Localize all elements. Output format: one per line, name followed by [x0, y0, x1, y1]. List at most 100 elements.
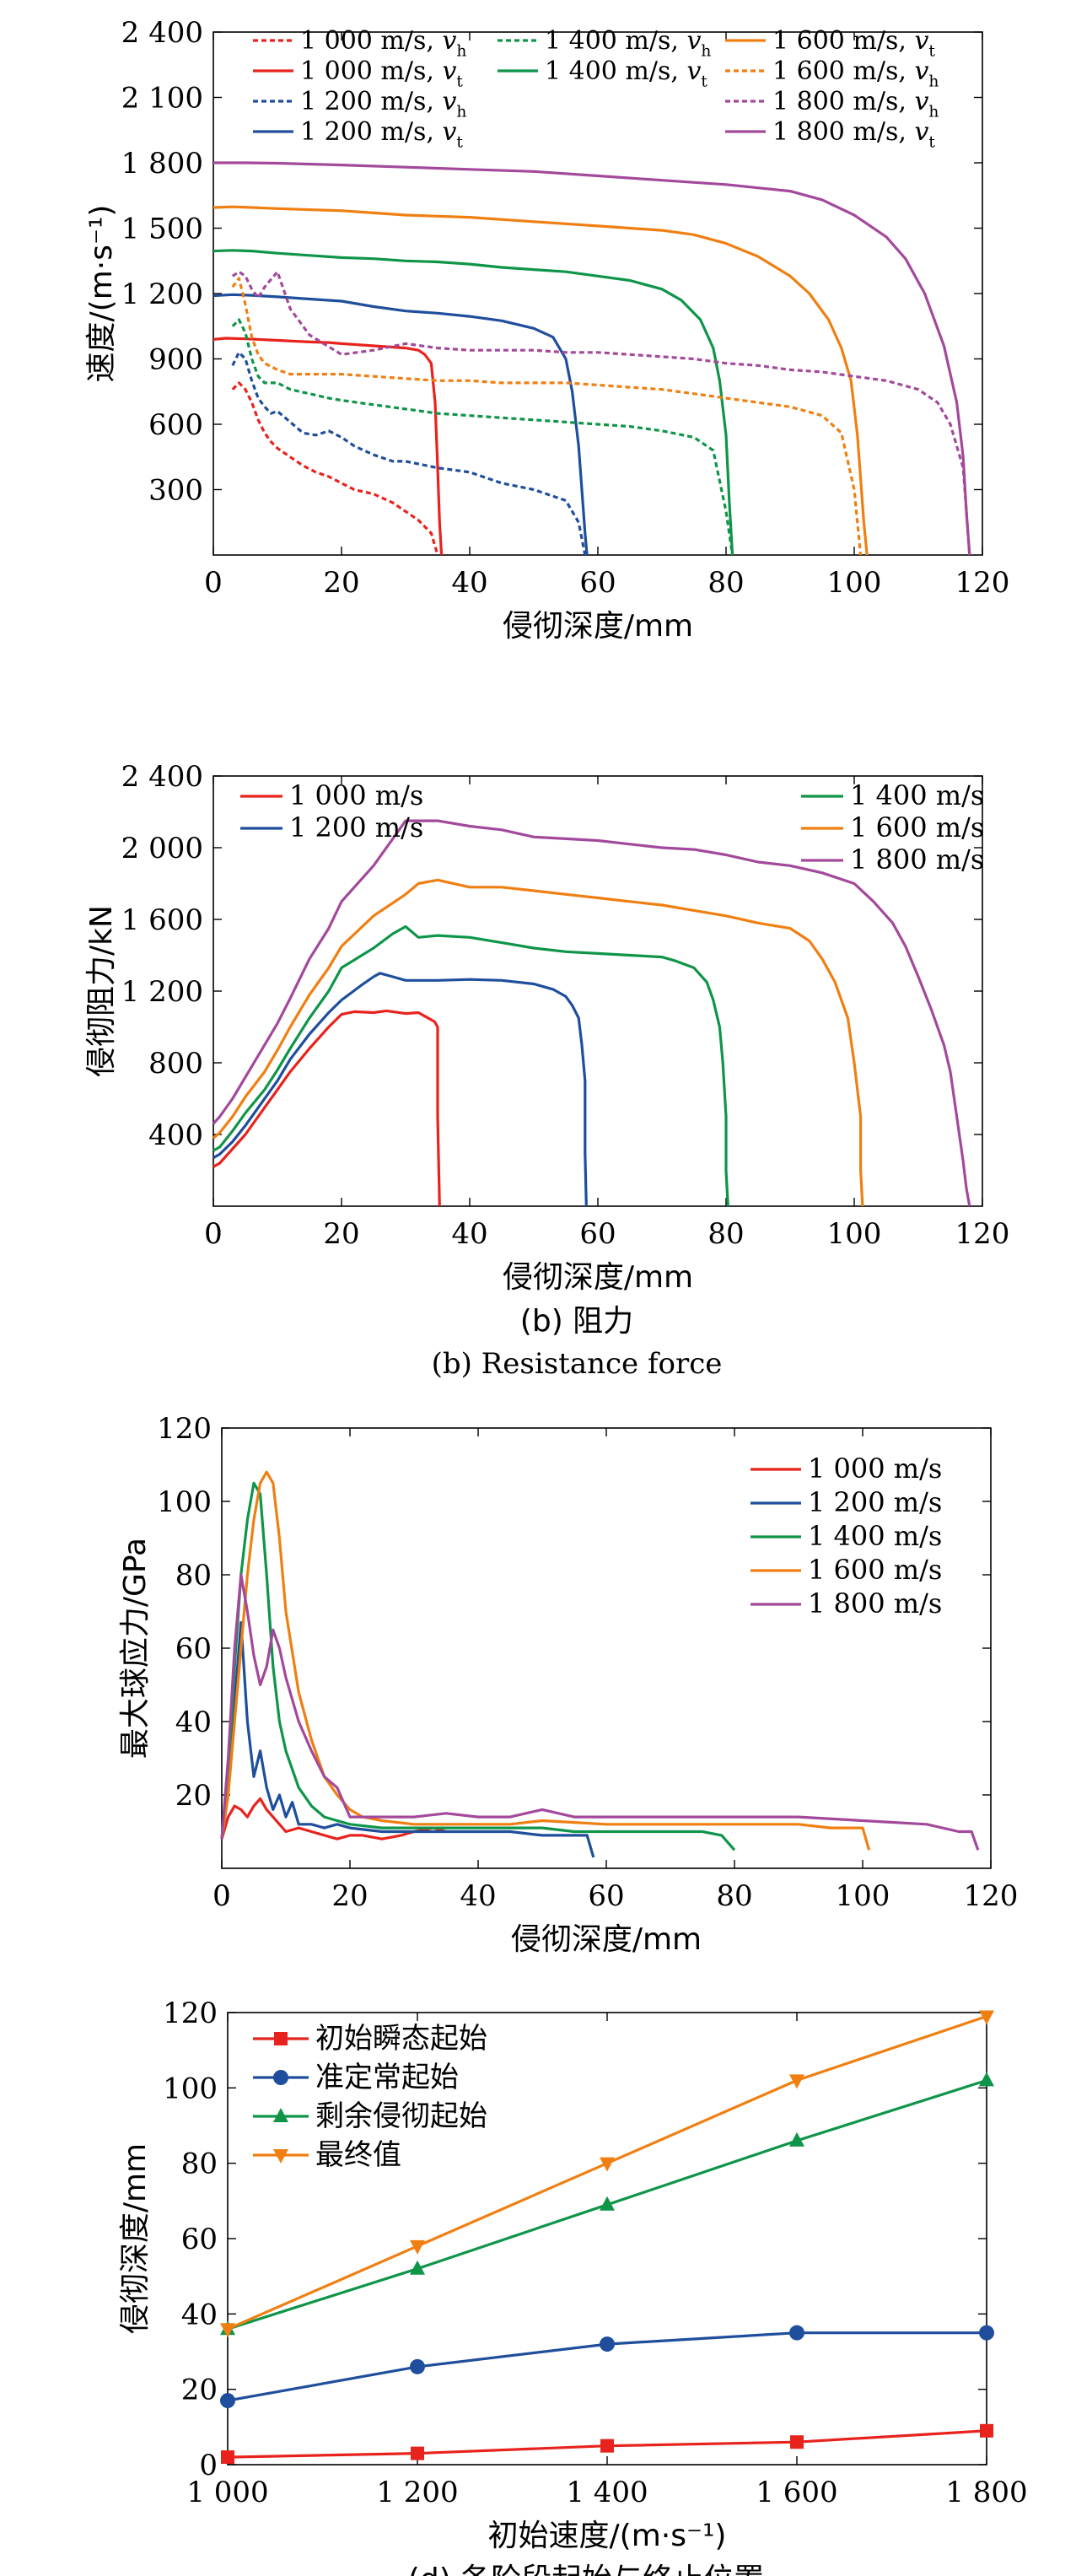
x-tick-label: 1 000	[186, 2476, 268, 2509]
origin-label: 0	[204, 566, 223, 600]
y-tick-label: 60	[175, 1632, 212, 1666]
legend-label: 1 400 m/s	[850, 779, 984, 811]
x-axis-label: 初始速度/(m·s⁻¹)	[488, 2519, 727, 2553]
data-point	[789, 2131, 804, 2147]
x-tick-label: 0	[213, 1879, 231, 1913]
origin-label: 0	[213, 1879, 231, 1913]
x-tick-label: 1 800	[945, 2476, 1027, 2509]
resistance-chart: 0 20 40 60 80 100 120 400 800 1 200 1 600 2 000 2 40…	[84, 760, 1010, 1381]
legend-label: 1 600 m/s	[850, 811, 984, 843]
y-tick-label: 40	[175, 1706, 212, 1739]
y-tick-label: 400	[148, 1118, 203, 1152]
series-line	[231, 351, 587, 556]
legend-label: 1 200 m/s, vt	[300, 117, 463, 151]
x-tick-label: 60	[588, 1879, 624, 1913]
legend-label: 1 000 m/s	[808, 1452, 942, 1485]
legend-label: 1 000 m/s, vt	[300, 57, 463, 90]
caption-zh: (b) 阻力	[520, 1304, 633, 1339]
x-tick-label: 20	[323, 566, 359, 600]
legend-label: 1 800 m/s, vh	[772, 87, 939, 121]
legend-label: 1 800 m/s	[850, 843, 984, 876]
series-line	[231, 381, 439, 556]
series-line	[231, 277, 863, 556]
x-tick-label: 0	[204, 1217, 223, 1251]
x-tick-label: 80	[707, 1217, 744, 1251]
x-tick-label: 120	[955, 1217, 1010, 1251]
legend-label: 1 600 m/s, vh	[772, 57, 939, 90]
series-line	[213, 972, 588, 1207]
y-tick-label: 40	[181, 2298, 218, 2331]
y-tick-label: 120	[157, 1412, 212, 1446]
x-tick-label: 0	[204, 566, 223, 600]
velocity-chart: 0 20 40 60 80 100 120 300 600 900 1 200 1 500 1 800 2…	[84, 16, 1009, 641]
data-point	[600, 2439, 614, 2453]
stage-positions-chart: 1 000 1 200 1 400 1 600 1 800 0 20 40 60 80 100 120…	[118, 1997, 1028, 2576]
data-point	[789, 2074, 804, 2089]
y-axis-label: 侵彻深度/mm	[118, 2143, 153, 2334]
y-tick-label: 2 400	[121, 16, 203, 50]
data-point	[221, 2450, 234, 2465]
legend-label: 1 400 m/s, vt	[545, 57, 707, 90]
y-tick-label: 1 500	[121, 213, 203, 246]
x-tick-label: 40	[460, 1879, 496, 1913]
y-tick-label: 300	[148, 474, 203, 508]
series-line	[213, 293, 589, 556]
x-axis-label: 侵彻深度/mm	[511, 1922, 702, 1957]
x-tick-label: 100	[836, 1879, 890, 1913]
caption-en: (b) Resistance force	[432, 1347, 723, 1381]
legend-label: 1 200 m/s	[808, 1486, 942, 1518]
series-line	[213, 1009, 441, 1207]
legend-label: 1 200 m/s	[289, 811, 423, 843]
y-axis-label: 侵彻阻力/kN	[84, 905, 119, 1077]
series-line	[220, 1797, 447, 1840]
data-point	[979, 2010, 994, 2025]
y-axis-label: 速度/(m·s⁻¹)	[84, 205, 119, 383]
series-line	[220, 1481, 736, 1851]
y-tick-label: 900	[148, 343, 203, 377]
legend-label: 最终值	[315, 2138, 401, 2172]
series-line	[212, 819, 971, 1207]
series-line	[213, 249, 734, 556]
data-point	[410, 2239, 425, 2255]
y-tick-label: 60	[181, 2223, 218, 2256]
y-tick-label: 2 400	[121, 760, 203, 794]
legend-marker	[274, 2032, 288, 2045]
data-point	[979, 2072, 994, 2087]
series-line	[220, 1470, 871, 1851]
data-point	[600, 2157, 615, 2172]
legend-label: 剩余侵彻起始	[315, 2099, 487, 2133]
series-line	[231, 270, 971, 556]
series-line	[220, 1573, 980, 1851]
pressure-chart: 0 20 40 60 80 100 120204060801001200侵彻深度/mm最大球…	[118, 1412, 1018, 1957]
data-point	[410, 2260, 425, 2275]
x-tick-label: 60	[579, 1217, 616, 1251]
legend-label: 初始瞬态起始	[315, 2022, 487, 2056]
x-tick-label: 40	[451, 1217, 487, 1251]
x-tick-label: 100	[827, 1217, 882, 1251]
data-point	[979, 2325, 994, 2341]
data-point	[600, 2336, 615, 2352]
x-tick-label: 1 200	[376, 2476, 458, 2509]
y-tick-label: 800	[148, 1047, 203, 1081]
y-tick-label: 120	[163, 1997, 218, 2030]
y-tick-label: 80	[175, 1559, 212, 1592]
series-line	[213, 924, 729, 1207]
y-tick-label: 2 000	[121, 832, 203, 865]
legend-label: 1 800 m/s, vt	[772, 117, 935, 151]
y-tick-label: 600	[148, 408, 203, 442]
legend-marker	[273, 2108, 288, 2122]
legend-label: 1 600 m/s, vt	[772, 26, 935, 60]
data-point	[410, 2358, 425, 2374]
y-tick-label: 2 100	[121, 82, 203, 116]
x-tick-label: 1 400	[566, 2476, 648, 2509]
y-tick-label: 80	[181, 2148, 218, 2181]
y-tick-label: 1 200	[121, 975, 203, 1009]
series-line	[212, 878, 864, 1207]
x-tick-label: 20	[331, 1879, 368, 1913]
x-tick-label: 100	[827, 566, 882, 600]
legend-label: 1 400 m/s, vh	[545, 26, 711, 60]
y-tick-label: 1 200	[121, 278, 203, 311]
origin-label: 0	[204, 1217, 223, 1251]
x-axis-label: 侵彻深度/mm	[503, 1260, 693, 1295]
legend-label: 1 000 m/s	[289, 779, 423, 811]
